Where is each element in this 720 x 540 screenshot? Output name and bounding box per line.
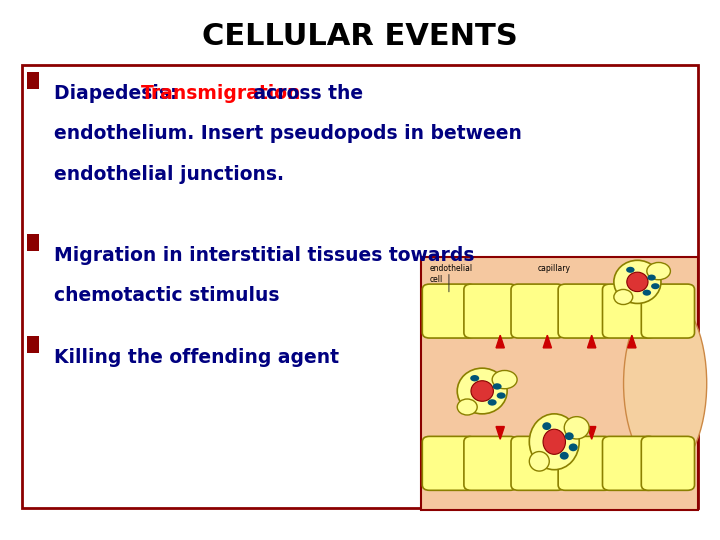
- Polygon shape: [496, 427, 504, 439]
- Ellipse shape: [651, 283, 660, 289]
- Ellipse shape: [642, 289, 651, 296]
- Ellipse shape: [543, 429, 565, 454]
- Bar: [22, 65, 698, 508]
- Bar: [27, 336, 39, 354]
- Ellipse shape: [626, 267, 634, 273]
- FancyBboxPatch shape: [642, 436, 695, 490]
- Ellipse shape: [624, 295, 707, 472]
- Ellipse shape: [569, 443, 577, 451]
- Text: chemotactic stimulus: chemotactic stimulus: [54, 286, 279, 305]
- Text: endothelium. Insert pseudopods in between: endothelium. Insert pseudopods in betwee…: [54, 124, 522, 143]
- Text: Diapedesis:: Diapedesis:: [54, 84, 184, 103]
- Ellipse shape: [564, 433, 574, 440]
- Ellipse shape: [647, 262, 670, 280]
- Text: Migration in interstitial tissues towards: Migration in interstitial tissues toward…: [54, 246, 474, 265]
- Ellipse shape: [471, 381, 493, 401]
- Polygon shape: [628, 335, 636, 348]
- Polygon shape: [543, 427, 552, 439]
- Bar: [27, 72, 39, 89]
- Text: endothelial
cell: endothelial cell: [430, 264, 472, 284]
- Ellipse shape: [492, 383, 502, 390]
- Polygon shape: [496, 335, 504, 348]
- Ellipse shape: [614, 289, 633, 305]
- Ellipse shape: [529, 451, 549, 471]
- Text: Transmigration: Transmigration: [140, 84, 301, 103]
- FancyBboxPatch shape: [603, 436, 656, 490]
- Polygon shape: [543, 335, 552, 348]
- FancyBboxPatch shape: [511, 436, 564, 490]
- Text: Killing the offending agent: Killing the offending agent: [54, 348, 339, 367]
- FancyBboxPatch shape: [603, 284, 656, 338]
- Polygon shape: [588, 427, 596, 439]
- Ellipse shape: [457, 399, 477, 415]
- Ellipse shape: [614, 260, 661, 303]
- Text: across the: across the: [247, 84, 363, 103]
- Ellipse shape: [492, 370, 517, 389]
- Text: capillary: capillary: [538, 264, 571, 273]
- FancyBboxPatch shape: [464, 436, 517, 490]
- Text: CELLULAR EVENTS: CELLULAR EVENTS: [202, 22, 518, 51]
- Ellipse shape: [457, 368, 507, 414]
- Ellipse shape: [559, 452, 569, 460]
- Polygon shape: [588, 335, 596, 348]
- Ellipse shape: [470, 375, 480, 381]
- Bar: [27, 234, 39, 251]
- Ellipse shape: [564, 417, 589, 439]
- FancyBboxPatch shape: [558, 284, 611, 338]
- FancyBboxPatch shape: [423, 284, 475, 338]
- Ellipse shape: [542, 422, 552, 430]
- Ellipse shape: [529, 414, 579, 470]
- Ellipse shape: [647, 274, 656, 281]
- FancyBboxPatch shape: [642, 284, 695, 338]
- FancyBboxPatch shape: [423, 436, 475, 490]
- FancyBboxPatch shape: [511, 284, 564, 338]
- Ellipse shape: [497, 393, 505, 399]
- Bar: [421, 256, 698, 510]
- FancyBboxPatch shape: [558, 436, 611, 490]
- Ellipse shape: [487, 399, 497, 406]
- FancyBboxPatch shape: [464, 284, 517, 338]
- Ellipse shape: [627, 272, 648, 292]
- Text: endothelial junctions.: endothelial junctions.: [54, 165, 284, 184]
